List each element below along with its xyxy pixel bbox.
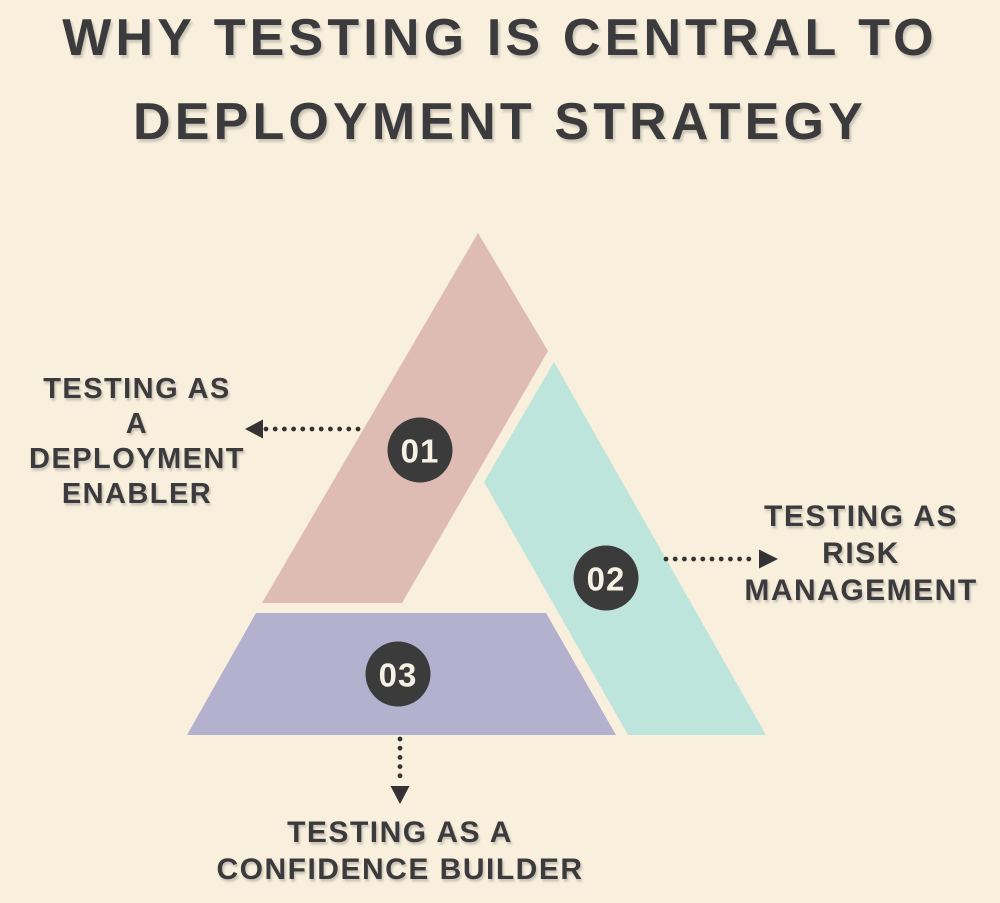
segment-01-shape xyxy=(262,233,548,603)
badge-01-circle xyxy=(387,417,453,483)
arrowhead-right-icon xyxy=(759,549,778,569)
badge-03-number: 03 xyxy=(379,657,418,694)
arrowhead-left-icon xyxy=(245,419,263,439)
badge-03-circle xyxy=(365,641,431,707)
badge-02-circle xyxy=(573,545,639,611)
segment-03-label: TESTING AS A CONFIDENCE BUILDER xyxy=(216,816,584,886)
page-title: WHY TESTING IS CENTRAL TO DEPLOYMENT STR… xyxy=(62,9,938,151)
badge-01-number: 01 xyxy=(401,433,440,470)
segment-01-label: TESTING AS A DEPLOYMENT ENABLER xyxy=(29,373,245,510)
arrowhead-down-icon xyxy=(390,786,410,804)
dotted-arrow-right xyxy=(663,549,778,569)
segment-02-label: TESTING AS RISK MANAGEMENT xyxy=(744,500,978,607)
dotted-arrow-left xyxy=(245,419,365,439)
segment-02-shape xyxy=(484,362,766,735)
badge-02-number: 02 xyxy=(587,561,626,598)
dotted-arrow-down xyxy=(390,736,410,804)
